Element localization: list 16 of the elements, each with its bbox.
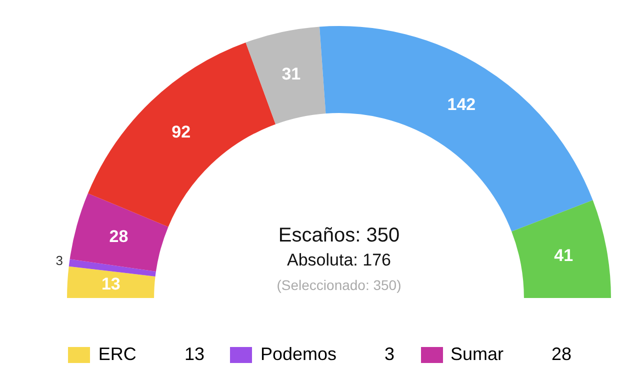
legend-label: ERC [98, 344, 136, 365]
text: Escaños: 350 [278, 224, 400, 247]
legend-label: Sumar [450, 344, 504, 365]
data-label: 3 [56, 252, 63, 268]
text: (Seleccionado: 350) [276, 276, 402, 293]
data-label: 28 [109, 226, 128, 246]
data-label: 41 [554, 246, 574, 265]
data-label: 142 [447, 94, 476, 114]
legend-label: Podemos [260, 344, 337, 365]
text: 3 [384, 344, 395, 364]
data-label: 92 [172, 122, 191, 142]
text: 28 [552, 344, 572, 364]
text: 13 [184, 344, 204, 364]
data-label: 31 [282, 64, 301, 84]
text: Absoluta: 176 [287, 250, 391, 270]
data-label: 13 [101, 274, 120, 294]
